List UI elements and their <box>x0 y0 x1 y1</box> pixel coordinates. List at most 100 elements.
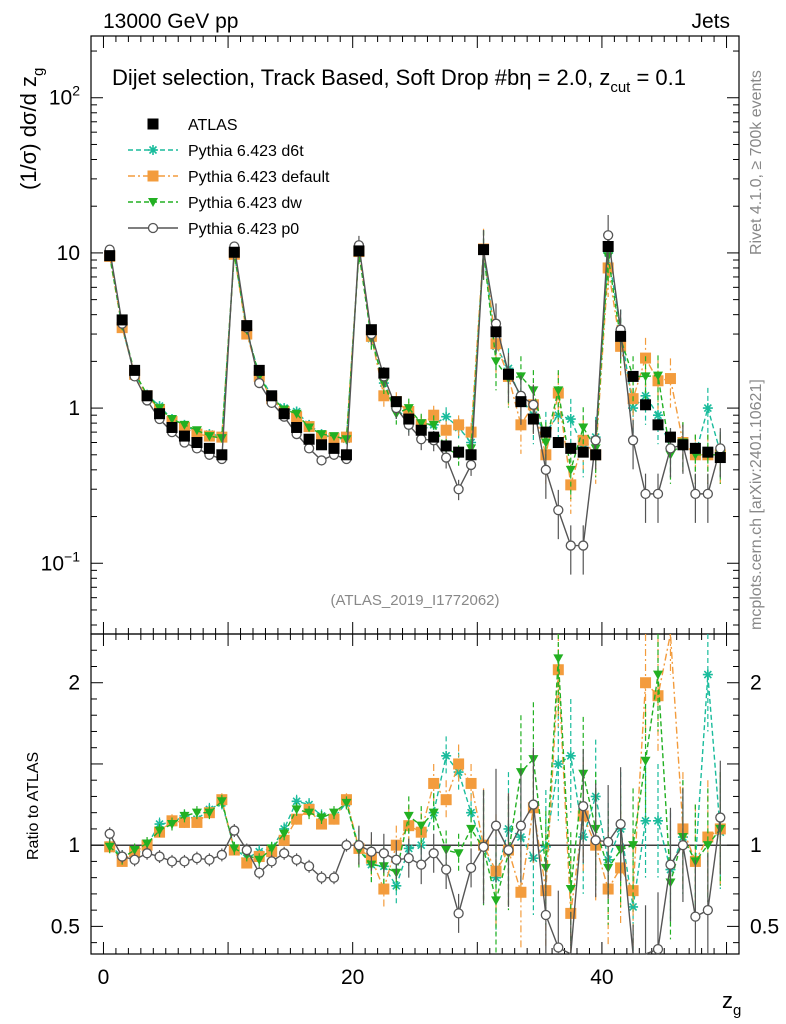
data-point <box>403 413 415 425</box>
ratio-point <box>628 901 639 912</box>
ratio-point <box>578 801 589 812</box>
data-point <box>615 330 627 342</box>
data-point <box>116 314 128 326</box>
ratio-point <box>341 840 352 851</box>
legend-item-4: Pythia 6.423 p0 <box>128 221 299 238</box>
data-point <box>191 437 203 449</box>
ratio-point <box>453 758 465 770</box>
data-point <box>179 420 190 430</box>
data-point <box>628 403 639 414</box>
ratio-point <box>229 825 240 836</box>
x-tick-label: 0 <box>98 966 110 989</box>
ratio-point <box>478 841 489 852</box>
ratio-point <box>316 813 327 823</box>
ratio-point <box>715 812 726 823</box>
data-point <box>502 368 514 380</box>
data-point <box>465 426 477 438</box>
ratio-point <box>191 816 203 828</box>
legend-marker <box>148 145 158 155</box>
legend-label: ATLAS <box>188 117 238 134</box>
ratio-point <box>640 756 651 766</box>
header-left: 13000 GeV pp <box>103 10 238 33</box>
data-point <box>316 439 328 451</box>
ratio-point <box>428 848 439 859</box>
data-point <box>291 409 302 419</box>
ratio-tick-label-right: 2 <box>750 672 762 695</box>
data-point <box>565 414 576 425</box>
data-point <box>253 364 265 376</box>
ratio-point <box>303 861 315 872</box>
data-point <box>590 435 601 446</box>
ratio-point <box>366 846 377 857</box>
data-point <box>640 390 651 401</box>
ratio-tick-label: 1 <box>68 834 80 857</box>
data-point <box>653 371 663 381</box>
ratio-point <box>403 811 414 821</box>
data-point <box>241 320 253 332</box>
data-point <box>602 240 614 252</box>
data-point <box>104 250 116 262</box>
ratio-point <box>665 859 676 870</box>
ratio-point <box>702 904 713 916</box>
ratio-point <box>440 794 452 806</box>
ratio-line <box>109 633 721 914</box>
ratio-axis-title: Ratio to ATLAS <box>25 752 42 860</box>
data-point <box>216 449 228 461</box>
plot-title: Dijet selection, Track Based, Soft Drop … <box>112 65 686 96</box>
ratio-point <box>652 943 664 955</box>
data-point <box>303 443 315 454</box>
ratio-point <box>640 677 652 689</box>
y-tick-label: 10 <box>57 242 80 265</box>
data-point <box>228 246 240 258</box>
ratio-point <box>491 896 501 906</box>
legend-marker <box>147 118 159 130</box>
data-point <box>640 399 652 411</box>
data-point <box>714 452 726 464</box>
data-point <box>378 367 390 379</box>
data-point <box>453 484 464 495</box>
ratio-point <box>316 872 327 883</box>
data-point <box>365 324 377 336</box>
ratio-point <box>279 829 290 839</box>
ratio-point <box>453 849 464 859</box>
series-3 <box>104 230 726 499</box>
ratio-plot-series <box>104 633 726 956</box>
ratio-point <box>291 854 302 865</box>
ratio-point <box>279 848 290 859</box>
series-line <box>109 250 721 457</box>
legend: ATLAS Pythia 6.423 d6t Pythia 6.423 defaul… <box>128 117 330 238</box>
data-point <box>540 464 551 475</box>
data-point <box>154 408 166 420</box>
ratio-tick-label: 2 <box>68 672 80 695</box>
data-point <box>540 438 551 448</box>
ratio-point <box>141 848 153 859</box>
data-point <box>664 431 676 443</box>
ratio-point <box>565 750 576 761</box>
ratio-series-4 <box>104 747 726 956</box>
data-point <box>291 421 303 433</box>
data-point <box>453 419 465 431</box>
data-point <box>378 390 390 402</box>
data-point <box>191 426 202 436</box>
data-point <box>166 421 178 433</box>
ratio-point <box>229 844 240 854</box>
ratio-series-1 <box>104 634 726 954</box>
ratio-tick-label-right: 0.5 <box>750 915 779 938</box>
data-point <box>552 437 564 449</box>
legend-marker <box>147 222 159 234</box>
data-point <box>278 408 290 420</box>
ratio-point <box>416 821 427 831</box>
y-tick-label: 102 <box>49 83 80 110</box>
data-point <box>528 399 539 410</box>
data-point <box>465 449 477 461</box>
ratio-point <box>403 853 414 864</box>
data-point <box>565 540 576 551</box>
data-point <box>304 423 315 433</box>
ratio-point <box>291 796 302 807</box>
ratio-tick-label-right: 1 <box>750 834 762 857</box>
data-point <box>428 431 440 443</box>
ratio-point <box>677 840 689 851</box>
ratio-point <box>515 886 527 898</box>
data-point <box>578 423 589 433</box>
